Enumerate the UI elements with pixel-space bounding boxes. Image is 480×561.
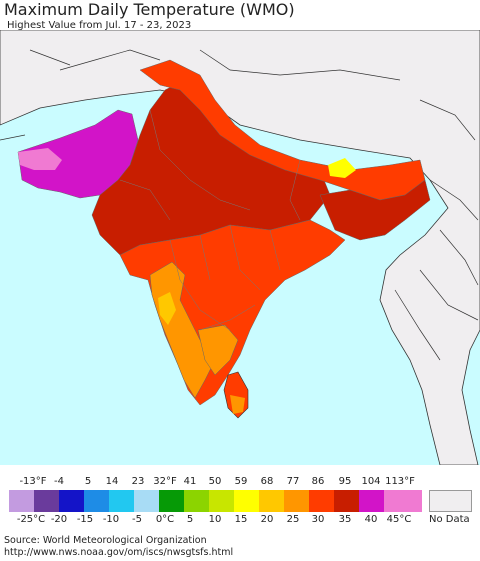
legend-swatch xyxy=(259,490,284,512)
region-northeast xyxy=(319,179,431,241)
legend-swatch xyxy=(59,490,84,512)
legend-swatch xyxy=(209,490,234,512)
no-data-label: No Data xyxy=(429,514,470,525)
c-tick: 15 xyxy=(234,514,248,525)
legend-swatch xyxy=(384,490,422,512)
f-tick: 23 xyxy=(131,476,145,487)
f-tick: 86 xyxy=(311,476,325,487)
f-tick: 59 xyxy=(234,476,248,487)
legend-swatch xyxy=(84,490,109,512)
legend-swatch xyxy=(309,490,334,512)
c-tick: 30 xyxy=(311,514,325,525)
region-south xyxy=(197,324,239,376)
region-pink xyxy=(18,148,62,170)
legend-swatch xyxy=(184,490,209,512)
f-tick: -13°F xyxy=(19,476,47,487)
f-tick: 5 xyxy=(84,476,92,487)
c-tick: 0°C xyxy=(155,514,175,525)
land-no-data xyxy=(0,30,480,465)
map-canvas xyxy=(0,30,480,465)
map-subtitle: Highest Value from Jul. 17 - 23, 2023 xyxy=(7,20,192,31)
state-borders xyxy=(119,109,301,331)
legend-swatch xyxy=(234,490,259,512)
c-tick: 40 xyxy=(364,514,378,525)
f-tick: 68 xyxy=(260,476,274,487)
c-tick: -20 xyxy=(50,514,68,525)
legend-swatch xyxy=(134,490,159,512)
region-yellow xyxy=(328,158,356,178)
c-tick: -5 xyxy=(132,514,142,525)
f-tick: 95 xyxy=(338,476,352,487)
f-tick: 77 xyxy=(286,476,300,487)
f-tick: 14 xyxy=(105,476,119,487)
legend-swatch xyxy=(109,490,134,512)
f-tick: 50 xyxy=(208,476,222,487)
region-sri-lanka-south xyxy=(230,395,245,414)
f-tick: -4 xyxy=(54,476,64,487)
c-tick: 35 xyxy=(338,514,352,525)
temperature-map xyxy=(0,30,480,465)
legend-swatch xyxy=(284,490,309,512)
source-credit: Source: World Meteorological Organizatio… xyxy=(4,535,207,546)
legend-swatch xyxy=(334,490,359,512)
legend: -13°F -4 5 14 23 32°F 41 50 59 68 77 86 … xyxy=(0,465,480,537)
c-tick: -10 xyxy=(102,514,120,525)
country-borders xyxy=(0,49,479,361)
f-tick: 113°F xyxy=(385,476,415,487)
source-url: http://www.nws.noaa.gov/om/iscs/nwsgtsfs… xyxy=(4,547,234,558)
c-tick: -15 xyxy=(76,514,94,525)
c-tick: -25°C xyxy=(16,514,46,525)
legend-swatch xyxy=(359,490,384,512)
c-tick: 10 xyxy=(208,514,222,525)
f-tick: 32°F xyxy=(153,476,177,487)
map-title: Maximum Daily Temperature (WMO) xyxy=(4,0,295,19)
no-data-swatch xyxy=(429,490,472,512)
legend-swatch xyxy=(159,490,184,512)
c-tick: 5 xyxy=(186,514,194,525)
region-west-coast-light xyxy=(158,292,176,325)
c-tick: 45°C xyxy=(386,514,412,525)
f-tick: 104 xyxy=(361,476,381,487)
legend-swatch xyxy=(9,490,34,512)
c-tick: 20 xyxy=(260,514,274,525)
f-tick: 41 xyxy=(183,476,197,487)
legend-swatch xyxy=(34,490,59,512)
c-tick: 25 xyxy=(286,514,300,525)
